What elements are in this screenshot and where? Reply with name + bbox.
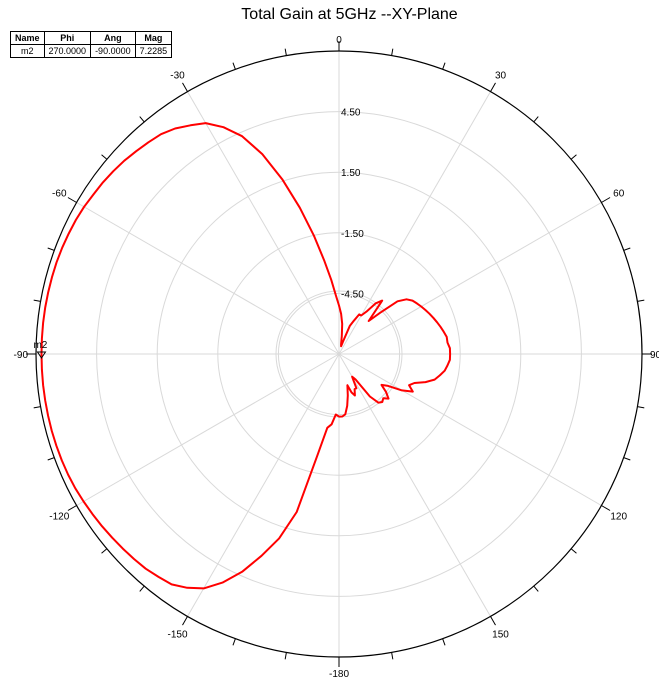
marker-cell-ang: -90.0000 (90, 44, 136, 58)
grid-spoke-210 (187, 353, 340, 617)
angle-label-10: -60 (52, 189, 67, 200)
marker-header-mag: Mag (134, 31, 173, 45)
tick-150 (490, 616, 496, 626)
marker-symbol (36, 351, 47, 359)
tick-10 (391, 48, 394, 56)
marker-cell-phi: 270.0000 (43, 44, 92, 58)
series-line-0 (40, 122, 452, 590)
marker-header-name: Name (10, 31, 45, 45)
tick-210 (182, 616, 188, 626)
angle-label-9: -90 (14, 350, 29, 361)
grid-spoke-150 (338, 353, 491, 617)
tick-200 (232, 638, 236, 646)
radial-label-0: 4.50 (341, 108, 361, 119)
angle-label-0: 0 (336, 35, 342, 46)
angle-label-11: -30 (170, 70, 185, 81)
tick-190 (284, 652, 287, 660)
tick-140 (533, 585, 539, 592)
grid-spoke-300 (76, 202, 340, 355)
tick-160 (442, 638, 446, 646)
radial-label-1: 1.50 (341, 168, 361, 179)
tick-50 (570, 154, 577, 160)
angle-label-8: -120 (49, 512, 69, 523)
tick-170 (391, 652, 394, 660)
tick-250 (47, 457, 55, 461)
angle-label-7: -150 (167, 630, 187, 641)
tick-60 (601, 197, 611, 203)
marker-header-ang: Ang (90, 31, 136, 45)
grid-spoke-60 (338, 202, 602, 355)
marker-layer: m2 (33, 340, 48, 359)
radial-label-2: -1.50 (341, 229, 364, 240)
tick-310 (101, 154, 108, 160)
tick-110 (623, 457, 631, 461)
grid-spoke-240 (76, 353, 340, 506)
angle-label-4: 120 (610, 512, 627, 523)
grid-spoke-120 (338, 353, 602, 506)
grid-spoke-330 (187, 91, 340, 355)
grid-spoke-30 (338, 91, 491, 355)
tick-300 (67, 197, 77, 203)
angular-ticks (26, 41, 652, 667)
tick-120 (601, 505, 611, 511)
marker-cell-name: m2 (10, 44, 45, 58)
angle-label-3: 90 (650, 350, 659, 361)
radial-label-3: -4.50 (341, 289, 364, 300)
angle-label-1: 30 (495, 70, 507, 81)
marker-table-row: m2 270.0000 -90.0000 7.2285 (10, 44, 173, 58)
tick-70 (623, 247, 631, 251)
tick-100 (637, 406, 645, 409)
angle-label-2: 60 (613, 189, 625, 200)
tick-230 (101, 548, 108, 554)
marker-table: Name Phi Ang Mag m2 270.0000 -90.0000 7.… (10, 31, 173, 58)
tick-330 (182, 82, 188, 92)
marker-cell-mag: 7.2285 (134, 44, 173, 58)
tick-290 (47, 247, 55, 251)
tick-280 (33, 299, 41, 302)
marker-label: m2 (33, 340, 47, 351)
tick-340 (232, 62, 236, 70)
polar-grid (35, 50, 643, 658)
tick-220 (139, 585, 145, 592)
tick-240 (67, 505, 77, 511)
tick-40 (533, 116, 539, 123)
tick-130 (570, 548, 577, 554)
marker-header-phi: Phi (43, 31, 92, 45)
tick-80 (637, 299, 645, 302)
tick-30 (490, 82, 496, 92)
chart-title: Total Gain at 5GHz --XY-Plane (241, 6, 458, 23)
marker-table-header-row: Name Phi Ang Mag (10, 31, 173, 45)
tick-350 (284, 48, 287, 56)
angle-label-5: 150 (492, 630, 509, 641)
series-layer (40, 122, 452, 590)
tick-20 (442, 62, 446, 70)
tick-260 (33, 406, 41, 409)
angle-label-6: -180 (329, 669, 349, 678)
tick-320 (139, 116, 145, 123)
axis-labels: 0 30 60 90 120 150 -180 -150 -120 -90 -60 -30 4.50 1.… (14, 35, 659, 678)
